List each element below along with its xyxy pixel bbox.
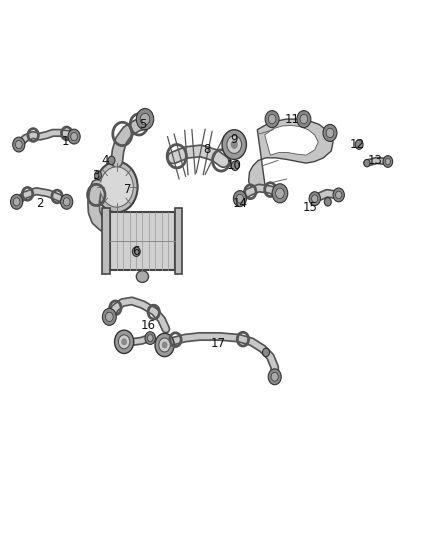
Circle shape (145, 332, 155, 344)
Text: 9: 9 (230, 133, 238, 146)
Text: 11: 11 (285, 112, 300, 126)
Ellipse shape (136, 271, 148, 282)
Circle shape (147, 335, 153, 342)
Text: 13: 13 (367, 154, 382, 167)
Text: 12: 12 (350, 138, 365, 151)
Text: 17: 17 (211, 337, 226, 350)
Bar (110, 212, 175, 270)
Circle shape (108, 156, 115, 165)
Text: 16: 16 (141, 319, 156, 333)
Circle shape (297, 111, 311, 127)
Circle shape (95, 171, 102, 180)
Bar (102, 208, 110, 274)
Circle shape (227, 135, 241, 154)
Circle shape (385, 158, 391, 165)
Circle shape (230, 140, 238, 149)
Circle shape (102, 309, 116, 325)
Circle shape (268, 369, 281, 385)
Bar (175, 208, 183, 274)
Circle shape (383, 156, 392, 167)
Circle shape (64, 198, 70, 206)
Circle shape (271, 373, 278, 381)
Circle shape (262, 348, 269, 357)
Circle shape (231, 161, 239, 171)
Text: 1: 1 (62, 135, 70, 148)
Circle shape (115, 330, 134, 353)
Circle shape (326, 128, 334, 138)
Circle shape (309, 192, 321, 206)
Circle shape (268, 115, 276, 124)
Polygon shape (249, 119, 333, 192)
Circle shape (236, 194, 244, 203)
Circle shape (96, 161, 138, 213)
Polygon shape (265, 125, 318, 155)
Circle shape (222, 130, 247, 159)
Circle shape (336, 191, 342, 199)
Text: 2: 2 (36, 197, 43, 211)
Circle shape (272, 184, 288, 203)
Text: 6: 6 (132, 245, 139, 258)
Circle shape (265, 111, 279, 127)
Circle shape (276, 188, 284, 199)
Circle shape (15, 141, 22, 149)
Text: 4: 4 (101, 154, 109, 167)
Circle shape (312, 195, 318, 203)
Circle shape (300, 115, 308, 124)
Text: 10: 10 (227, 159, 242, 172)
Text: 5: 5 (139, 118, 147, 131)
Circle shape (11, 195, 23, 209)
Circle shape (136, 109, 154, 130)
Circle shape (333, 188, 344, 202)
Text: 15: 15 (303, 200, 318, 214)
Circle shape (132, 247, 140, 256)
Circle shape (323, 124, 337, 141)
Circle shape (13, 198, 20, 206)
Circle shape (71, 133, 78, 141)
Circle shape (159, 338, 170, 352)
Text: 7: 7 (124, 183, 131, 196)
Circle shape (100, 167, 133, 207)
Circle shape (60, 195, 73, 209)
Circle shape (106, 312, 113, 321)
Circle shape (68, 129, 80, 144)
Circle shape (121, 338, 127, 345)
Circle shape (13, 137, 25, 152)
Text: 8: 8 (203, 143, 211, 156)
Text: 14: 14 (233, 197, 247, 211)
Circle shape (162, 342, 167, 349)
Text: 3: 3 (92, 169, 100, 182)
Circle shape (140, 114, 150, 125)
Circle shape (233, 191, 247, 207)
Circle shape (355, 140, 363, 149)
Circle shape (364, 159, 370, 167)
Circle shape (155, 333, 174, 357)
Circle shape (324, 198, 331, 206)
Circle shape (118, 335, 130, 349)
